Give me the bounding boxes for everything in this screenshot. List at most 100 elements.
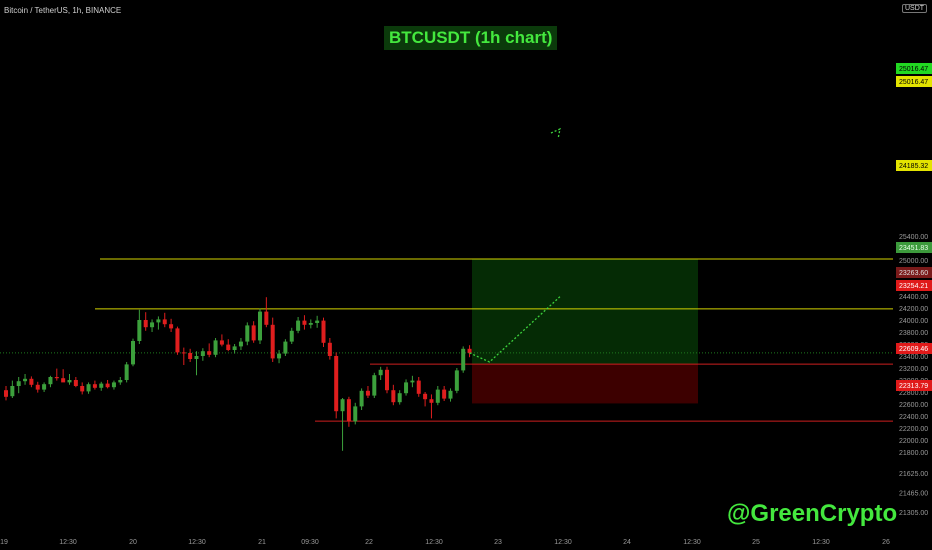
candle-body xyxy=(258,311,262,341)
candle-body xyxy=(378,369,383,376)
projection-arrow-head xyxy=(550,127,561,140)
x-tick-label: 24 xyxy=(623,539,631,546)
candle-body xyxy=(150,322,155,328)
candle-body xyxy=(448,390,453,399)
candle-body xyxy=(48,377,53,385)
candle-body xyxy=(340,399,345,412)
price-tag xyxy=(896,160,932,171)
candle-body xyxy=(207,351,212,355)
candle-body xyxy=(308,323,313,325)
x-tick-label: 12:30 xyxy=(188,539,206,546)
candle-body xyxy=(73,380,78,386)
candle-body xyxy=(251,325,256,341)
candle-body xyxy=(327,342,332,356)
candle-body xyxy=(315,320,320,323)
target-zone xyxy=(472,259,698,365)
candle-body xyxy=(238,341,243,347)
x-tick-label: 12:30 xyxy=(425,539,443,546)
y-tick-label: 23400.00 xyxy=(899,354,928,361)
candle-body xyxy=(226,344,231,350)
candle-body xyxy=(410,380,415,383)
candle-body xyxy=(137,320,142,341)
candle-body xyxy=(188,353,193,359)
price-tag xyxy=(896,343,932,354)
candle-body xyxy=(219,340,224,345)
candle-body xyxy=(435,389,440,403)
y-tick-label: 23800.00 xyxy=(899,330,928,337)
candle-body xyxy=(461,348,466,371)
price-tag-label: 25016.47 xyxy=(899,66,928,73)
candle-body xyxy=(454,370,459,391)
candle-body xyxy=(302,320,307,325)
y-tick-label: 22200.00 xyxy=(899,426,928,433)
x-tick-label: 12:30 xyxy=(59,539,77,546)
price-tag-label: 23263.60 xyxy=(899,270,928,277)
x-tick-label: 12:30 xyxy=(683,539,701,546)
price-tag xyxy=(896,76,932,87)
x-tick-label: 19 xyxy=(0,539,8,546)
candle-body xyxy=(385,369,389,391)
candle-body xyxy=(35,384,40,390)
candle-body xyxy=(296,320,301,331)
candle-body xyxy=(442,389,447,399)
candle-body xyxy=(169,324,174,329)
y-tick-label: 24200.00 xyxy=(899,306,928,313)
price-tag-label: 23254.21 xyxy=(899,283,928,290)
candle-body xyxy=(397,393,402,403)
candle-body xyxy=(92,384,97,388)
candle-body xyxy=(111,382,116,388)
candle-body xyxy=(353,406,358,422)
candle-body xyxy=(143,320,148,328)
price-tag xyxy=(896,63,932,74)
candle-body xyxy=(277,353,282,359)
candle-body xyxy=(194,356,199,359)
candle-body xyxy=(80,386,85,392)
x-tick-label: 21 xyxy=(258,539,266,546)
candle-body xyxy=(346,399,351,422)
x-tick-label: 12:30 xyxy=(554,539,572,546)
price-tag-label: 22313.79 xyxy=(899,383,928,390)
candle-body xyxy=(372,375,377,396)
x-tick-label: 12:30 xyxy=(812,539,830,546)
candle-body xyxy=(359,390,364,407)
candle-body xyxy=(245,325,250,342)
candle-body xyxy=(289,330,294,342)
price-tag-label: 25016.47 xyxy=(899,79,928,86)
y-tick-label: 22800.00 xyxy=(899,390,928,397)
price-tag xyxy=(896,267,932,278)
candle-body xyxy=(213,340,218,355)
x-tick-label: 22 xyxy=(365,539,373,546)
candle-body xyxy=(283,341,288,354)
candle-body xyxy=(429,399,434,403)
currency-selector[interactable]: USDT xyxy=(902,4,928,13)
chart-title: BTCUSDT (1h chart) xyxy=(384,26,558,50)
candle-body xyxy=(416,380,421,394)
candle-body xyxy=(334,356,339,412)
candle-body xyxy=(404,382,409,394)
candle-body xyxy=(61,378,66,383)
candle-body xyxy=(16,381,21,386)
y-tick-label: 24400.00 xyxy=(899,294,928,301)
author-watermark: @GreenCrypto xyxy=(727,500,898,527)
price-tag xyxy=(896,380,932,391)
y-tick-label: 22600.00 xyxy=(899,402,928,409)
candle-body xyxy=(86,384,91,392)
candle-body xyxy=(23,378,28,382)
y-tick-label: 21465.00 xyxy=(899,491,928,498)
x-tick-label: 23 xyxy=(494,539,502,546)
stop-zone xyxy=(472,364,698,404)
price-tag-label: 24185.32 xyxy=(899,163,928,170)
candle-body xyxy=(124,364,129,380)
y-tick-label: 25400.00 xyxy=(899,234,928,241)
candle-body xyxy=(321,320,326,343)
x-tick-label: 09:30 xyxy=(301,539,319,546)
candle-body xyxy=(156,319,161,323)
y-tick-label: 21800.00 xyxy=(899,450,928,457)
candle-body xyxy=(29,378,34,385)
y-tick-label: 22000.00 xyxy=(899,438,928,445)
candle-body xyxy=(4,390,8,397)
candle-body xyxy=(232,346,237,350)
price-tag-label: 22609.46 xyxy=(899,346,928,353)
